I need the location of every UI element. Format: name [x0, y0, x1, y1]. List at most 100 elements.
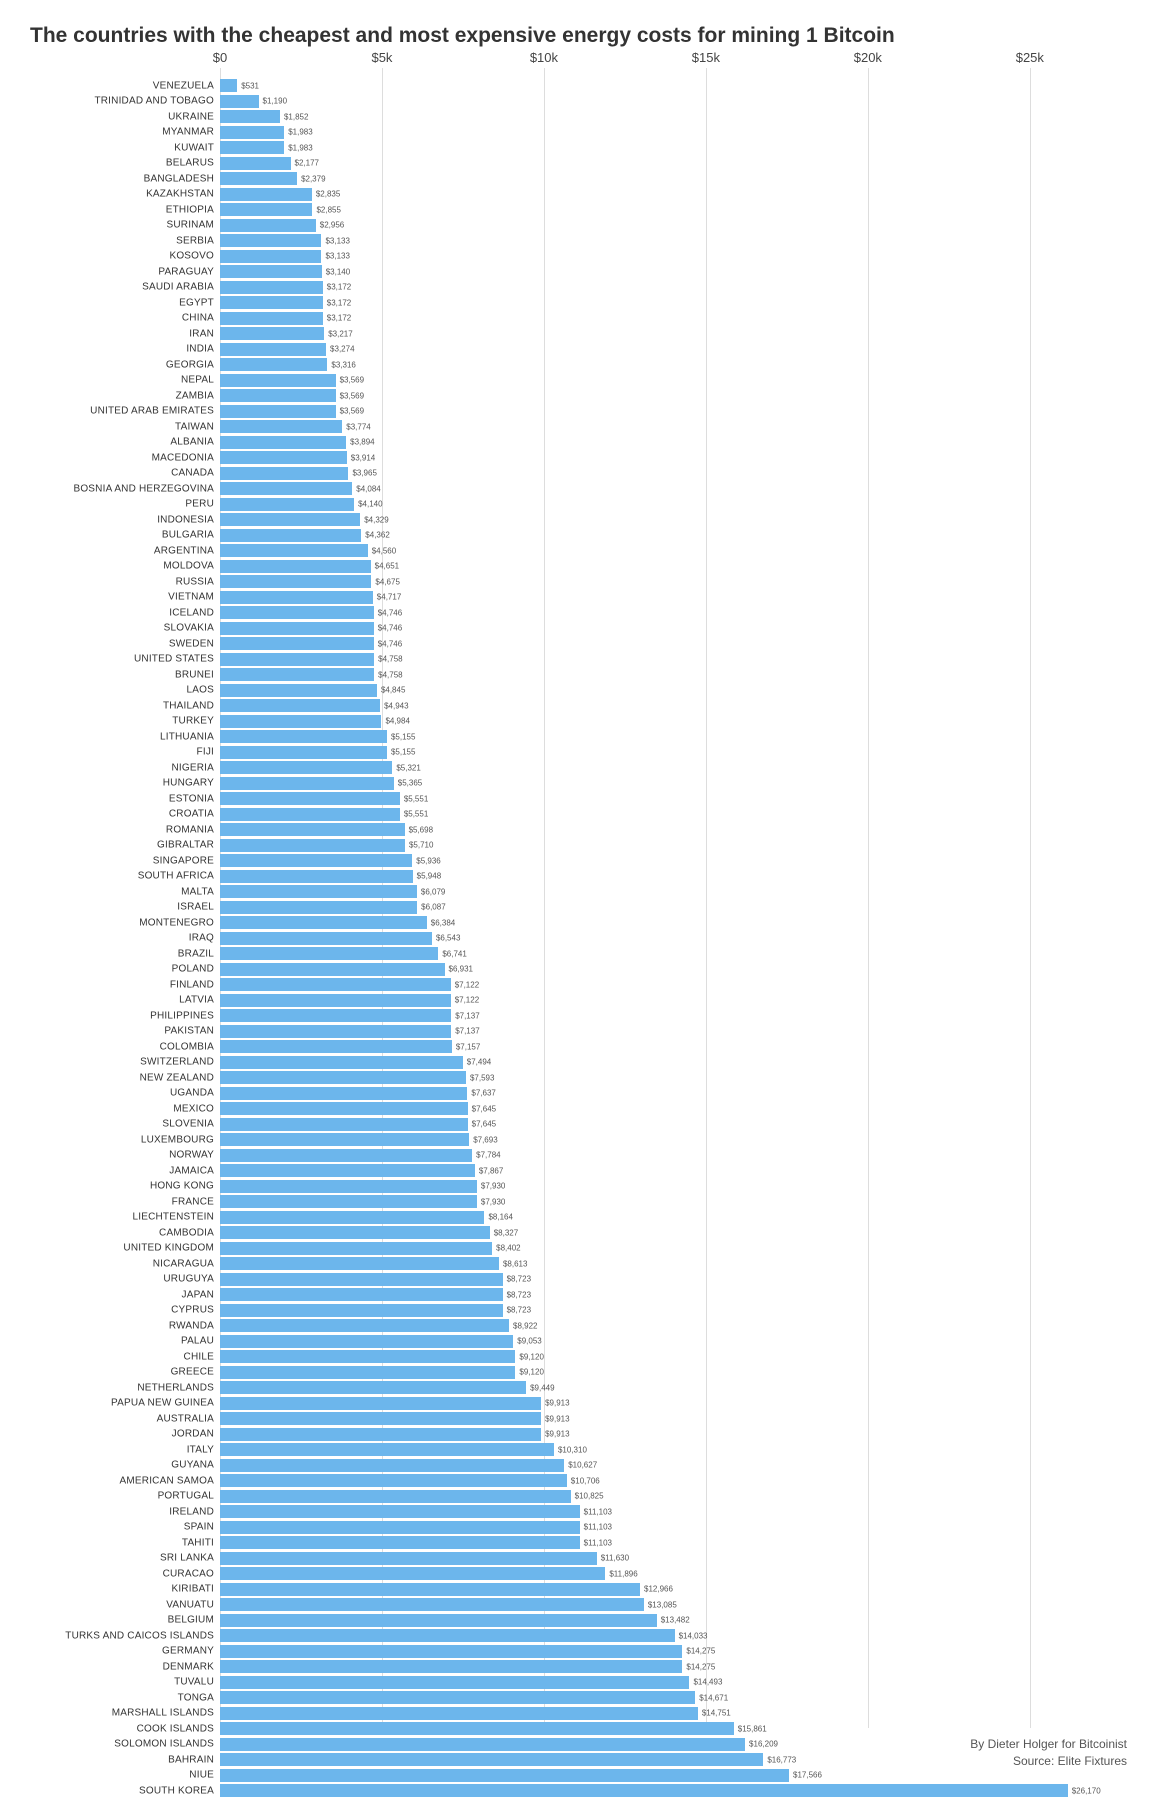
country-label: UKRAINE [168, 111, 220, 122]
country-label: RUSSIA [176, 576, 220, 587]
value-label: $3,965 [348, 469, 376, 478]
bar-row: SINGAPORE$5,936 [220, 853, 1127, 868]
bar [220, 513, 360, 526]
bar [220, 1288, 503, 1301]
country-label: ETHIOPIA [166, 204, 220, 215]
value-label: $14,033 [675, 1631, 708, 1640]
bar [220, 1195, 477, 1208]
value-label: $7,494 [463, 1058, 491, 1067]
value-label: $4,984 [381, 717, 409, 726]
value-label: $5,948 [413, 872, 441, 881]
bar-row: HONG KONG$7,930 [220, 1179, 1127, 1194]
bar-row: LIECHTENSTEIN$8,164 [220, 1210, 1127, 1225]
value-label: $8,402 [492, 1244, 520, 1253]
country-label: TAHITI [182, 1537, 220, 1548]
bar [220, 312, 323, 325]
bar [220, 1722, 734, 1735]
bar-row: GIBRALTAR$5,710 [220, 838, 1127, 853]
bar-row: CAMBODIA$8,327 [220, 1225, 1127, 1240]
bar-row: TURKEY$4,984 [220, 714, 1127, 729]
bar-row: KOSOVO$3,133 [220, 249, 1127, 264]
country-label: GIBRALTAR [157, 840, 220, 851]
value-label: $7,593 [466, 1073, 494, 1082]
value-label: $3,569 [336, 391, 364, 400]
bar-row: SPAIN$11,103 [220, 1520, 1127, 1535]
value-label: $7,157 [452, 1042, 480, 1051]
bar-row: ETHIOPIA$2,855 [220, 202, 1127, 217]
country-label: TURKS AND CAICOS ISLANDS [65, 1630, 220, 1641]
bar [220, 1707, 698, 1720]
value-label: $4,845 [377, 686, 405, 695]
country-label: SRI LANKA [160, 1553, 220, 1564]
bar [220, 327, 324, 340]
bar-row: NIGERIA$5,321 [220, 760, 1127, 775]
bar [220, 1350, 515, 1363]
bar [220, 1443, 554, 1456]
country-label: FRANCE [172, 1196, 220, 1207]
bar [220, 188, 312, 201]
country-label: ESTONIA [169, 793, 220, 804]
country-label: SWITZERLAND [140, 1057, 220, 1068]
bar-row: UNITED KINGDOM$8,402 [220, 1241, 1127, 1256]
country-label: PERU [185, 499, 220, 510]
value-label: $11,896 [605, 1569, 637, 1578]
bar-row: CURACAO$11,896 [220, 1566, 1127, 1581]
value-label: $3,140 [322, 267, 350, 276]
country-label: TURKEY [172, 716, 220, 727]
bar [220, 653, 374, 666]
bar-row: BELARUS$2,177 [220, 156, 1127, 171]
country-label: BRUNEI [175, 669, 220, 680]
bar-row: FRANCE$7,930 [220, 1194, 1127, 1209]
value-label: $13,482 [657, 1616, 690, 1625]
value-label: $11,630 [597, 1554, 629, 1563]
bar [220, 1738, 745, 1751]
value-label: $14,275 [682, 1647, 715, 1656]
chart-title: The countries with the cheapest and most… [30, 24, 1127, 48]
bar [220, 157, 291, 170]
value-label: $4,746 [374, 639, 402, 648]
country-label: NEW ZEALAND [140, 1072, 220, 1083]
value-label: $7,867 [475, 1166, 503, 1175]
bar-row: SLOVENIA$7,645 [220, 1117, 1127, 1132]
bar [220, 265, 322, 278]
bar-row: NEW ZEALAND$7,593 [220, 1070, 1127, 1085]
bar [220, 885, 417, 898]
country-label: URUGUYA [163, 1274, 220, 1285]
bar-row: ALBANIA$3,894 [220, 435, 1127, 450]
value-label: $8,723 [503, 1275, 531, 1284]
country-label: JAPAN [182, 1289, 221, 1300]
bar-row: ZAMBIA$3,569 [220, 388, 1127, 403]
bar [220, 203, 312, 216]
bar-row: GREECE$9,120 [220, 1365, 1127, 1380]
country-label: ARGENTINA [154, 545, 220, 556]
value-label: $5,551 [400, 794, 428, 803]
country-label: MYANMAR [162, 127, 220, 138]
bar [220, 1056, 463, 1069]
country-label: UNITED ARAB EMIRATES [90, 406, 220, 417]
bar [220, 947, 438, 960]
value-label: $10,825 [571, 1492, 604, 1501]
value-label: $5,155 [387, 732, 415, 741]
value-label: $8,164 [484, 1213, 512, 1222]
country-label: VIETNAM [168, 592, 220, 603]
country-label: JAMAICA [169, 1165, 220, 1176]
country-label: KAZAKHSTAN [146, 189, 220, 200]
country-label: IRAQ [189, 933, 220, 944]
value-label: $8,922 [509, 1321, 537, 1330]
country-label: ROMANIA [166, 824, 220, 835]
bar-row: URUGUYA$8,723 [220, 1272, 1127, 1287]
bar [220, 1660, 682, 1673]
value-label: $5,710 [405, 841, 433, 850]
bar-row: ISRAEL$6,087 [220, 900, 1127, 915]
bar-row: CHILE$9,120 [220, 1349, 1127, 1364]
bar [220, 1397, 541, 1410]
country-label: SLOVENIA [162, 1119, 220, 1130]
bar [220, 699, 380, 712]
value-label: $3,569 [336, 376, 364, 385]
bar [220, 761, 392, 774]
value-label: $10,310 [554, 1445, 587, 1454]
value-label: $6,543 [432, 934, 460, 943]
country-label: INDIA [186, 344, 220, 355]
bar-row: PORTUGAL$10,825 [220, 1489, 1127, 1504]
country-label: ICELAND [169, 607, 220, 618]
